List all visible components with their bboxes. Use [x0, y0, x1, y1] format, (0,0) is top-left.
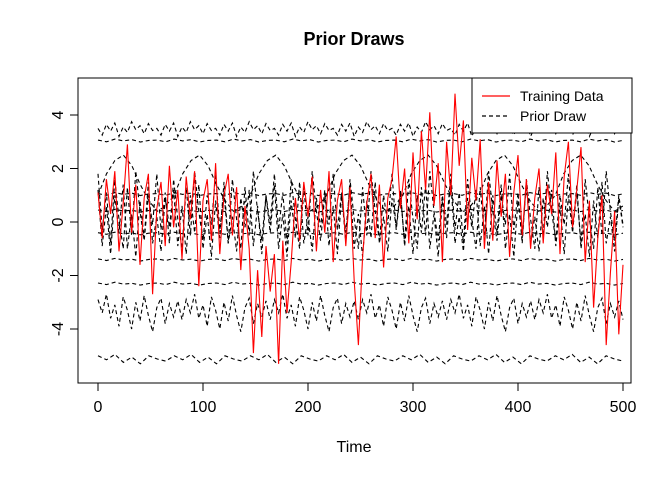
training-data-line	[97, 93, 624, 364]
x-tick-label: 400	[505, 399, 532, 416]
prior-draw-flat-neg14-line	[97, 257, 624, 262]
x-tick-label: 0	[94, 399, 103, 416]
prior-draw-fast-1-line	[97, 181, 624, 257]
prior-draw-flat-neg04-line	[97, 231, 624, 236]
prior-draw-flat-04-line	[97, 208, 624, 213]
chart-title: Prior Draws	[303, 29, 404, 49]
x-tick-label: 300	[400, 399, 427, 416]
y-tick-label: -4	[50, 322, 67, 336]
y-tick-label: 2	[50, 164, 67, 173]
legend-box	[471, 77, 633, 134]
legend: Training Data Prior Draw	[471, 77, 633, 134]
y-tick-label: 0	[50, 217, 67, 226]
x-tick-label: 500	[610, 399, 637, 416]
plot-border	[77, 77, 632, 384]
prior-draw-fast-2-line	[97, 171, 624, 249]
y-tick-label: 4	[50, 110, 67, 119]
x-axis-label: Time	[337, 439, 372, 456]
y-tick-label: -2	[50, 268, 67, 282]
y-axis: -4 -2 0 2 4	[50, 110, 78, 336]
legend-label-prior-draw: Prior Draw	[520, 108, 587, 124]
prior-draw-flat-neg23-line	[97, 281, 624, 286]
legend-label-training-data: Training Data	[520, 88, 604, 104]
x-tick-label: 100	[190, 399, 217, 416]
prior-draw-flat-3-line	[97, 138, 624, 143]
prior-draw-bottom-line	[97, 353, 624, 365]
series-lines	[97, 93, 624, 365]
prior-draw-upper-arcs-line	[97, 154, 624, 213]
x-tick-label: 200	[295, 399, 322, 416]
x-axis: 0 100 200 300 400 500	[94, 383, 637, 416]
prior-draw-flat-1-line	[97, 192, 624, 197]
